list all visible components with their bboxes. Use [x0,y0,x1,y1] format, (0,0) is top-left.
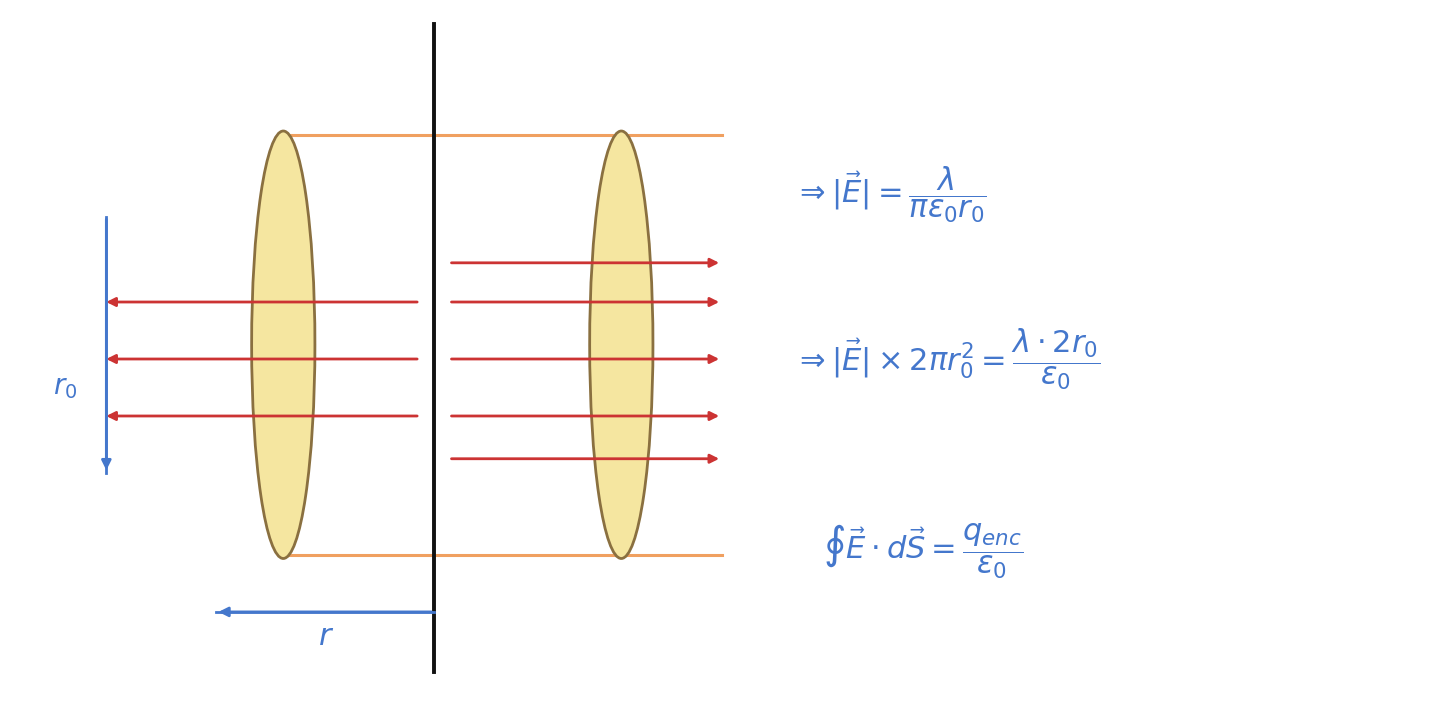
Text: $\oint \vec{E} \cdot d\vec{S} = \dfrac{q_{enc}}{\varepsilon_0}$: $\oint \vec{E} \cdot d\vec{S} = \dfrac{q… [823,521,1022,581]
Ellipse shape [251,131,315,559]
Ellipse shape [589,131,653,559]
Text: $r_0$: $r_0$ [53,373,78,401]
Text: $\Rightarrow |\vec{E}| = \dfrac{\lambda}{\pi\varepsilon_0 r_0}$: $\Rightarrow |\vec{E}| = \dfrac{\lambda}… [794,165,986,225]
Text: $\Rightarrow |\vec{E}| \times 2\pi r_0^2 = \dfrac{\lambda \cdot 2r_0}{\varepsilo: $\Rightarrow |\vec{E}| \times 2\pi r_0^2… [794,326,1100,392]
Text: $r$: $r$ [318,622,335,651]
